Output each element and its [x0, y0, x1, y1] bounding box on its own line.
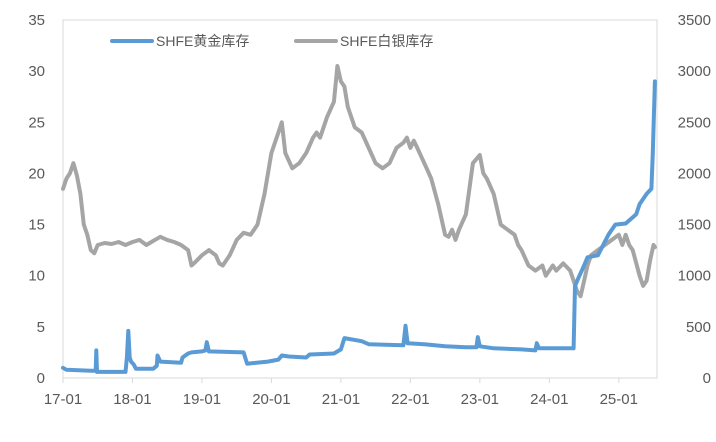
left-y-tick-label: 0: [37, 370, 45, 387]
x-axis: 17-01 18-01 19-01 20-01 21-01 22-01 23-01 24-01…: [44, 378, 638, 408]
plot-area-border: [62, 19, 658, 379]
left-y-tick-label: 10: [28, 268, 45, 285]
silver-inventory-line: [61, 64, 657, 299]
x-tick-label: 23-01: [461, 391, 499, 408]
right-y-tick-label: 3000: [678, 63, 711, 80]
right-y-tick-label: 3500: [678, 12, 711, 29]
x-tick-label: 21-01: [322, 391, 360, 408]
gold-inventory-line: [61, 79, 657, 374]
left-y-tick-label: 15: [28, 217, 45, 234]
x-tick-label: 20-01: [252, 391, 290, 408]
series-layer: [61, 64, 657, 374]
left-y-axis: 0 5 10 15 20 25 30 35: [28, 12, 45, 387]
x-tick-label: 18-01: [113, 391, 151, 408]
x-tick-label: 17-01: [44, 391, 82, 408]
right-y-tick-label: 2500: [678, 114, 711, 131]
right-y-tick-label: 500: [686, 319, 711, 336]
left-y-tick-label: 5: [37, 319, 45, 336]
x-tick-label: 19-01: [183, 391, 221, 408]
legend-label: SHFE黄金库存: [156, 33, 249, 49]
x-tick-label: 22-01: [391, 391, 429, 408]
right-y-tick-label: 0: [703, 370, 711, 387]
legend: SHFE黄金库存 SHFE白银库存: [110, 33, 433, 49]
left-y-tick-label: 20: [28, 165, 45, 182]
right-y-axis: 0 500 1000 1500 2000 2500 3000 3500: [678, 12, 711, 387]
x-tick-label: 24-01: [530, 391, 568, 408]
left-y-tick-label: 25: [28, 114, 45, 131]
right-y-tick-label: 2000: [678, 165, 711, 182]
left-y-tick-label: 30: [28, 63, 45, 80]
right-y-tick-label: 1000: [678, 268, 711, 285]
legend-label: SHFE白银库存: [340, 33, 433, 49]
x-tick-label: 25-01: [600, 391, 638, 408]
right-y-tick-label: 1500: [678, 217, 711, 234]
left-y-tick-label: 35: [28, 12, 45, 29]
